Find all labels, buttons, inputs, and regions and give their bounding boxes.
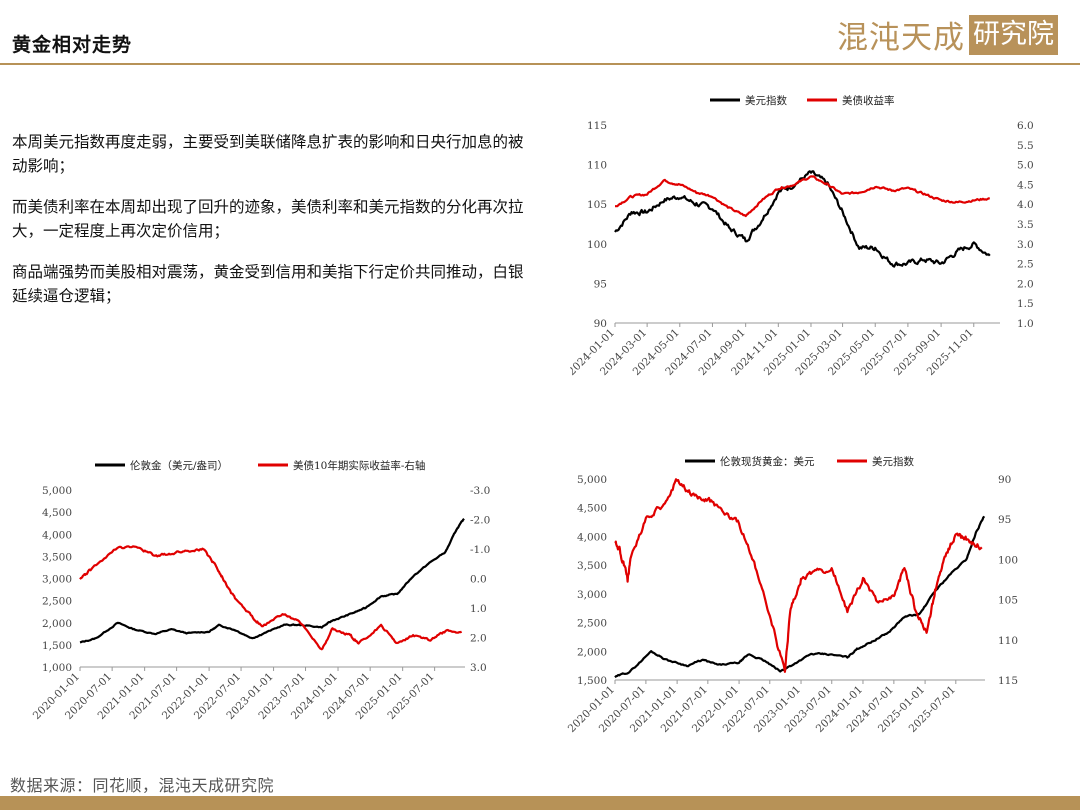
y-right-tick-label: 6.0 [1017,120,1034,132]
commentary-paragraph-2: 而美债利率在本周却出现了回升的迹象，美债利率和美元指数的分化再次拉大，一定程度上… [12,198,524,240]
y-right-tick-label: 110 [998,635,1018,647]
y-left-tick-label: 5,000 [577,474,607,486]
commentary-paragraph-1: 本周美元指数再度走弱，主要受到美联储降息扩表的影响和日央行加息的被动影响； [12,133,524,175]
legend-label-1: 美元指数 [745,94,787,107]
y-left-tick-label: 3,500 [577,560,607,572]
y-left-tick-label: 90 [594,318,607,330]
y-left-tick-label: 3,000 [577,589,607,601]
y-right-tick-label: 3.5 [1017,219,1034,231]
y-right-tick-label: 100 [998,554,1018,566]
y-right-tick-label: 1.0 [470,603,487,615]
legend-label-2: 美元指数 [872,455,914,468]
gold-vs-real-yield-chart: 1,000 1,500 2,000 2,500 3,000 3,500 4,000 4,500… [31,459,490,722]
y-left-tick-label: 1,500 [42,640,72,652]
gold-vs-dxy-chart: 1,500 2,000 2,500 3,000 3,500 4,000 4,500 5,000… [566,455,1018,735]
data-source: 数据来源：同花顺，混沌天成研究院 [10,776,275,795]
y-left-tick-label: 3,500 [42,551,72,563]
page-title: 黄金相对走势 [12,34,133,56]
commentary-paragraph-3: 商品端强势而美股相对震荡，黄金受到信用和美指下行定价共同推动，白银延续逼仓逻辑； [12,263,524,305]
y-right-tick-label: 90 [998,474,1011,486]
y-left-tick-label: 2,000 [42,618,72,630]
y-right-tick-label: 115 [998,675,1018,687]
legend-label-1: 伦敦现货黄金：美元 [720,455,815,468]
y-right-tick-label: 5.0 [1017,160,1034,172]
legend-label-1: 伦敦金（美元/盎司） [130,459,228,472]
y-right-tick-label: 1.5 [1017,298,1034,310]
y-right-tick-label: 3.0 [1017,239,1034,251]
series-line-1 [614,515,986,679]
series-line-2 [615,175,990,218]
y-left-tick-label: 95 [594,278,607,290]
y-left-tick-label: 4,500 [42,507,72,519]
y-right-tick-label: 105 [998,595,1018,607]
y-right-tick-label: 95 [998,514,1011,526]
header-divider [0,63,1080,65]
y-right-tick-label: -3.0 [470,485,490,497]
y-left-tick-label: 2,500 [577,618,607,630]
y-right-tick-label: -2.0 [470,515,490,527]
series-line-1 [79,518,465,644]
y-right-tick-label: 2.0 [470,633,487,645]
logo: 混沌天成 研究院 [837,12,1058,57]
y-left-tick-label: 2,500 [42,596,72,608]
y-left-tick-label: 110 [587,160,607,172]
y-left-tick-label: 4,000 [577,531,607,543]
y-left-tick-label: 3,000 [42,574,72,586]
commentary: 本周美元指数再度走弱，主要受到美联储降息扩表的影响和日央行加息的被动影响； 而美… [12,130,537,325]
y-right-tick-label: 3.0 [470,662,487,674]
logo-box: 研究院 [969,14,1058,55]
dxy-vs-ust-yield-chart: 90 95 100 105 110 115 1.0 1.5 2.0 2.5 3.0 3.5 4.0 4.5… [570,94,1034,378]
y-right-tick-label: -1.0 [470,544,490,556]
y-left-tick-label: 4,000 [42,529,72,541]
y-right-tick-label: 1.0 [1017,318,1034,330]
series-line-2 [79,545,463,651]
y-left-tick-label: 100 [587,239,607,251]
y-left-tick-label: 4,500 [577,503,607,515]
legend-label-2: 美债10年期实际收益率-右轴 [293,459,425,472]
series-line-2 [614,478,983,673]
y-right-tick-label: 4.0 [1017,199,1034,211]
y-left-tick-label: 1,500 [577,675,607,687]
y-left-tick-label: 5,000 [42,485,72,497]
y-left-tick-label: 2,000 [577,646,607,658]
y-left-tick-label: 105 [587,199,607,211]
footer-bar [0,796,1080,810]
series-line-1 [614,170,991,268]
y-left-tick-label: 115 [587,120,607,132]
y-right-tick-label: 2.5 [1017,259,1034,271]
y-right-tick-label: 4.5 [1017,179,1034,191]
logo-text: 混沌天成 [837,20,965,56]
legend-label-2: 美债收益率 [842,94,895,107]
y-right-tick-label: 0.0 [470,574,487,586]
y-left-tick-label: 1,000 [42,662,72,674]
y-right-tick-label: 2.0 [1017,278,1034,290]
y-right-tick-label: 5.5 [1017,140,1034,152]
